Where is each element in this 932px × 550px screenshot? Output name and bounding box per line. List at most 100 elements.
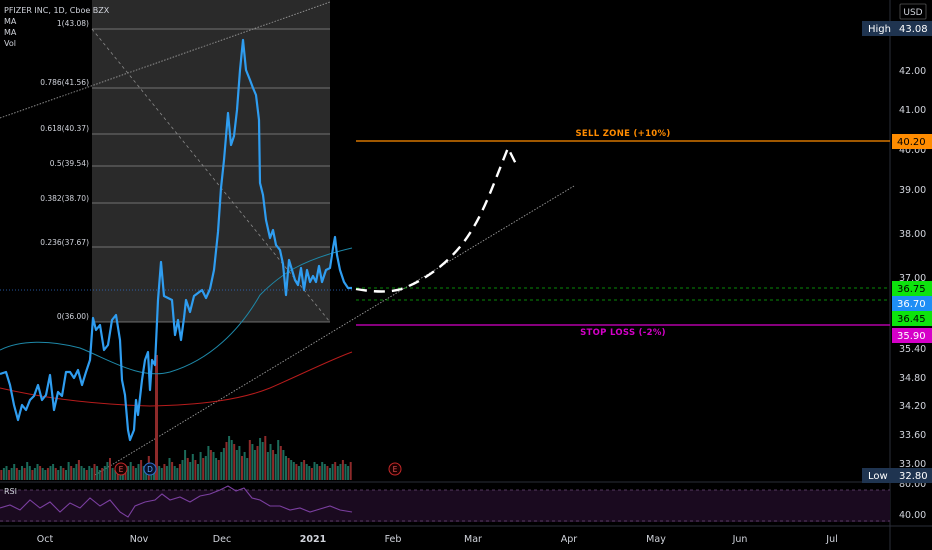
fib-label: 1(43.08): [57, 19, 89, 28]
svg-text:36.70: 36.70: [897, 299, 926, 310]
currency-label[interactable]: USD: [899, 3, 927, 20]
volume-bar: [52, 464, 55, 480]
volume-indicator-label[interactable]: Vol: [4, 39, 16, 48]
volume-bar: [44, 470, 47, 480]
volume-bar: [261, 442, 264, 480]
volume-bar: [310, 468, 313, 480]
volume-bar: [334, 462, 337, 480]
fib-label: 0.786(41.56): [40, 78, 89, 87]
volume-bar: [323, 464, 326, 480]
volume-bar: [241, 456, 243, 480]
price-axis[interactable]: 42.00 41.00 40.00 39.00 38.00 37.00 35.4…: [899, 66, 926, 521]
volume-bar: [103, 466, 106, 480]
volume-bar: [194, 460, 197, 480]
price-tick: 42.00: [899, 66, 926, 77]
time-axis[interactable]: Oct Nov Dec 2021 Feb Mar Apr May Jun Jul: [37, 534, 838, 545]
volume-bar: [93, 464, 96, 480]
volume-bar: [248, 440, 251, 480]
volume-bar: [54, 468, 57, 480]
volume-bar: [204, 456, 207, 480]
volume-bar: [266, 452, 269, 480]
volume-bar: [264, 436, 267, 480]
rsi-band: [0, 490, 890, 522]
volume-bar: [347, 466, 350, 480]
volume-bar: [65, 470, 67, 480]
ma-fast-line: [0, 247, 353, 375]
volume-bar: [246, 458, 249, 480]
ma-indicator-label[interactable]: MA: [4, 17, 17, 26]
volume-bar: [75, 464, 78, 480]
event-marker[interactable]: E: [114, 462, 128, 476]
fib-background: [92, 0, 330, 322]
volume-bar: [106, 462, 109, 480]
svg-text:Low: Low: [868, 471, 888, 482]
time-tick: Jun: [732, 534, 748, 545]
price-tick: 38.00: [899, 229, 926, 240]
volume-bar: [134, 468, 137, 480]
volume-bar: [349, 462, 352, 480]
volume-bar: [202, 458, 205, 480]
svg-text:35.90: 35.90: [897, 331, 926, 342]
fib-label: 0.5(39.54): [50, 159, 89, 168]
volume-bar: [168, 458, 171, 480]
lower-trend-line[interactable]: [94, 185, 575, 476]
volume-bar: [127, 466, 130, 480]
fib-label: 0(36.00): [57, 312, 89, 321]
price-tag-3645: 36.45: [892, 311, 932, 326]
svg-text:E: E: [393, 465, 398, 474]
volume-bar: [259, 438, 262, 480]
event-marker[interactable]: D: [143, 462, 157, 476]
volume-bar: [339, 464, 342, 480]
volume-bar: [272, 450, 275, 480]
volume-bar: [57, 470, 60, 480]
price-tick: 40.00: [899, 145, 926, 156]
rsi-pane[interactable]: RSI: [0, 485, 890, 522]
fib-retracement[interactable]: 1(43.08) 0.786(41.56) 0.618(40.37) 0.5(3…: [40, 0, 331, 323]
volume-bar: [23, 468, 26, 480]
svg-text:40.20: 40.20: [897, 137, 926, 148]
rsi-label: RSI: [4, 487, 17, 496]
volume-bar: [83, 468, 86, 480]
volume-bar: [155, 355, 158, 480]
svg-text:43.08: 43.08: [899, 24, 928, 35]
event-marker[interactable]: E: [388, 462, 402, 476]
fib-trend-line: [91, 28, 331, 323]
volume-bar: [85, 470, 88, 480]
volume-bar: [140, 460, 143, 480]
volume-bar: [28, 466, 31, 480]
ma-indicator-label[interactable]: MA: [4, 28, 17, 37]
volume-bar: [41, 468, 44, 480]
symbol-title[interactable]: PFIZER INC, 1D, Cboe BZX: [4, 6, 110, 15]
stop-loss-tag: 35.90: [892, 328, 932, 343]
volume-bar: [199, 452, 202, 480]
volume-bar: [129, 462, 132, 480]
svg-text:36.45: 36.45: [897, 314, 926, 325]
low-tag: Low 32.80: [862, 468, 932, 483]
projection-path[interactable]: [355, 145, 520, 293]
volume-bar: [316, 464, 319, 480]
volume-bar: [70, 466, 73, 480]
volume-bar: [228, 436, 231, 480]
volume-bar: [132, 466, 135, 480]
volume-bar: [197, 464, 199, 480]
upper-trend-line[interactable]: [0, 1, 331, 119]
price-tag-3675: 36.75: [892, 281, 932, 296]
chart-legend[interactable]: PFIZER INC, 1D, Cboe BZX MA MA Vol: [4, 5, 109, 49]
volume-bar: [98, 470, 101, 480]
volume-bar: [33, 468, 36, 480]
sell-zone-tag: 40.20: [892, 134, 932, 149]
volume-bar: [297, 466, 300, 480]
volume-bar: [109, 458, 111, 480]
stop-loss-label: STOP LOSS (-2%): [580, 328, 666, 338]
price-line[interactable]: [0, 38, 352, 442]
volume-bar: [344, 464, 347, 480]
volume-bar: [31, 470, 34, 480]
volume-bar: [222, 448, 225, 480]
volume-bar: [77, 460, 80, 480]
volume-bar: [176, 468, 179, 480]
volume-bar: [18, 470, 21, 480]
price-tick: 39.00: [899, 185, 926, 196]
volume-bar: [212, 452, 215, 480]
volume-bar: [13, 464, 16, 480]
